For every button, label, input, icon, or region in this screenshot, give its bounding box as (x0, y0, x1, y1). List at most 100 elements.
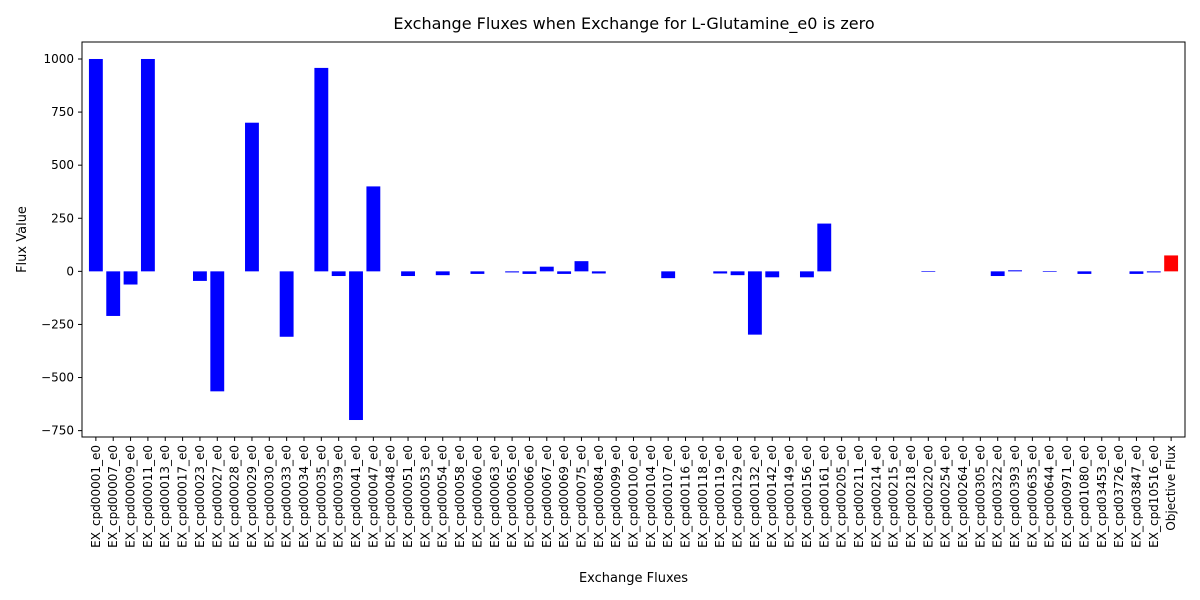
bar-EX_cpd00644_e0 (1042, 271, 1057, 272)
x-tick-label: EX_cpd00156_e0 (800, 445, 814, 548)
x-tick-label: EX_cpd00107_e0 (661, 445, 675, 548)
bar-EX_cpd00001_e0 (88, 58, 103, 272)
x-tick-label: EX_cpd00048_e0 (384, 445, 398, 548)
y-axis: −750 −500 −250 0 250 500 750 1000 (41, 52, 82, 438)
x-tick-label: EX_cpd00047_e0 (366, 445, 380, 548)
bar-EX_cpd00023_e0 (192, 271, 207, 281)
x-tick-label: EX_cpd00116_e0 (679, 445, 693, 548)
x-tick-label: EX_cpd00322_e0 (991, 445, 1005, 548)
x-tick-label: EX_cpd00205_e0 (835, 445, 849, 548)
bar-EX_cpd01080_e0 (1077, 271, 1092, 274)
x-tick-label: EX_cpd00017_e0 (176, 445, 190, 548)
x-tick-label: EX_cpd03453_e0 (1095, 445, 1109, 548)
bar-EX_cpd03847_e0 (1129, 271, 1144, 274)
bars-group (88, 58, 1179, 421)
x-tick-label: EX_cpd00084_e0 (592, 445, 606, 548)
bar-EX_cpd00107_e0 (661, 271, 676, 279)
bar-EX_cpd00054_e0 (435, 271, 450, 276)
bar-EX_cpd10516_e0 (1146, 271, 1161, 273)
bar-EX_cpd00035_e0 (314, 67, 329, 272)
y-tick-label: −250 (41, 317, 74, 331)
x-tick-label: EX_cpd00211_e0 (852, 445, 866, 548)
x-tick-label: EX_cpd00001_e0 (89, 445, 103, 548)
x-tick-label: EX_cpd00051_e0 (401, 445, 415, 548)
y-tick-label: 500 (51, 158, 74, 172)
bar-EX_cpd00039_e0 (331, 271, 346, 277)
x-tick-label: EX_cpd00053_e0 (418, 445, 432, 548)
x-tick-label: EX_cpd00030_e0 (262, 445, 276, 548)
x-tick-label: EX_cpd00104_e0 (644, 445, 658, 548)
chart-title: Exchange Fluxes when Exchange for L-Glut… (393, 14, 874, 34)
x-tick-label: EX_cpd03847_e0 (1129, 445, 1143, 548)
bar-EX_cpd00009_e0 (123, 271, 138, 285)
bar-EX_cpd00027_e0 (210, 271, 225, 392)
x-tick-label: EX_cpd00063_e0 (488, 445, 502, 548)
x-tick-label: EX_cpd00393_e0 (1008, 445, 1022, 548)
x-tick-label: EX_cpd00644_e0 (1043, 445, 1057, 548)
x-tick-label: EX_cpd00066_e0 (522, 445, 536, 548)
y-tick-label: 750 (51, 105, 74, 119)
bar-EX_cpd00051_e0 (401, 271, 415, 277)
x-tick-label: EX_cpd00118_e0 (696, 445, 710, 548)
x-tick-label: Objective Flux (1164, 445, 1178, 531)
bar-EX_cpd00066_e0 (522, 271, 537, 274)
bar-EX_cpd00161_e0 (817, 223, 832, 272)
bar-EX_cpd00084_e0 (591, 271, 606, 274)
bar-EX_cpd00033_e0 (279, 271, 294, 337)
bar-EX_cpd00029_e0 (245, 122, 259, 272)
y-tick-label: 250 (51, 211, 74, 225)
x-tick-label: EX_cpd00007_e0 (106, 445, 120, 548)
x-tick-label: EX_cpd00039_e0 (332, 445, 346, 548)
x-tick-label: EX_cpd00023_e0 (193, 445, 207, 548)
x-tick-label: EX_cpd00218_e0 (904, 445, 918, 548)
x-tick-label: EX_cpd00027_e0 (210, 445, 224, 548)
x-tick-label: EX_cpd00058_e0 (453, 445, 467, 548)
x-tick-label: EX_cpd00119_e0 (713, 445, 727, 548)
x-tick-label: EX_cpd00060_e0 (470, 445, 484, 548)
bar-EX_cpd00047_e0 (366, 186, 381, 272)
bar-EX_cpd00119_e0 (713, 271, 728, 274)
x-tick-label: EX_cpd00149_e0 (783, 445, 797, 548)
plot-area-frame (81, 41, 1186, 438)
bar-EX_cpd00060_e0 (470, 271, 485, 274)
x-tick-label: EX_cpd00215_e0 (887, 445, 901, 548)
x-tick-label: EX_cpd00034_e0 (297, 445, 311, 548)
y-tick-label: −750 (41, 424, 74, 438)
x-tick-label: EX_cpd03726_e0 (1112, 445, 1126, 548)
bar-EX_cpd00156_e0 (799, 271, 814, 278)
bar-EX_cpd00075_e0 (574, 261, 589, 272)
x-tick-label: EX_cpd00041_e0 (349, 445, 363, 548)
bar-EX_cpd00129_e0 (730, 271, 745, 276)
y-axis-title: Flux Value (15, 206, 30, 273)
x-tick-label: EX_cpd00029_e0 (245, 445, 259, 548)
x-tick-label: EX_cpd00161_e0 (817, 445, 831, 548)
x-tick-label: EX_cpd00011_e0 (141, 445, 155, 548)
x-tick-label: EX_cpd01080_e0 (1077, 445, 1091, 548)
x-tick-label: EX_cpd00635_e0 (1025, 445, 1039, 548)
x-tick-label: EX_cpd00028_e0 (228, 445, 242, 548)
bar-EX_cpd00220_e0 (921, 271, 936, 272)
y-tick-label: 0 (66, 264, 74, 278)
bar-Objective Flux (1164, 255, 1179, 272)
bar-EX_cpd00132_e0 (747, 271, 762, 335)
x-tick-label: EX_cpd00254_e0 (939, 445, 953, 548)
bar-EX_cpd00067_e0 (539, 266, 554, 272)
x-tick-label: EX_cpd00971_e0 (1060, 445, 1074, 548)
bar-EX_cpd00011_e0 (140, 58, 155, 272)
x-tick-label: EX_cpd00100_e0 (627, 445, 641, 548)
x-tick-label: EX_cpd00220_e0 (921, 445, 935, 548)
x-tick-label: EX_cpd00142_e0 (765, 445, 779, 548)
x-tick-label: EX_cpd00099_e0 (609, 445, 623, 548)
x-axis-title: Exchange Fluxes (579, 571, 688, 586)
x-tick-label: EX_cpd00035_e0 (314, 445, 328, 548)
x-tick-label: EX_cpd00033_e0 (280, 445, 294, 548)
y-tick-label: −500 (41, 371, 74, 385)
x-tick-label: EX_cpd00065_e0 (505, 445, 519, 548)
x-tick-label: EX_cpd00013_e0 (158, 445, 172, 548)
bar-EX_cpd00041_e0 (349, 271, 363, 421)
bar-EX_cpd00393_e0 (1008, 270, 1022, 272)
x-tick-label: EX_cpd00067_e0 (540, 445, 554, 548)
x-axis: EX_cpd00001_e0 EX_cpd00007_e0 EX_cpd00009_… (89, 437, 1178, 548)
